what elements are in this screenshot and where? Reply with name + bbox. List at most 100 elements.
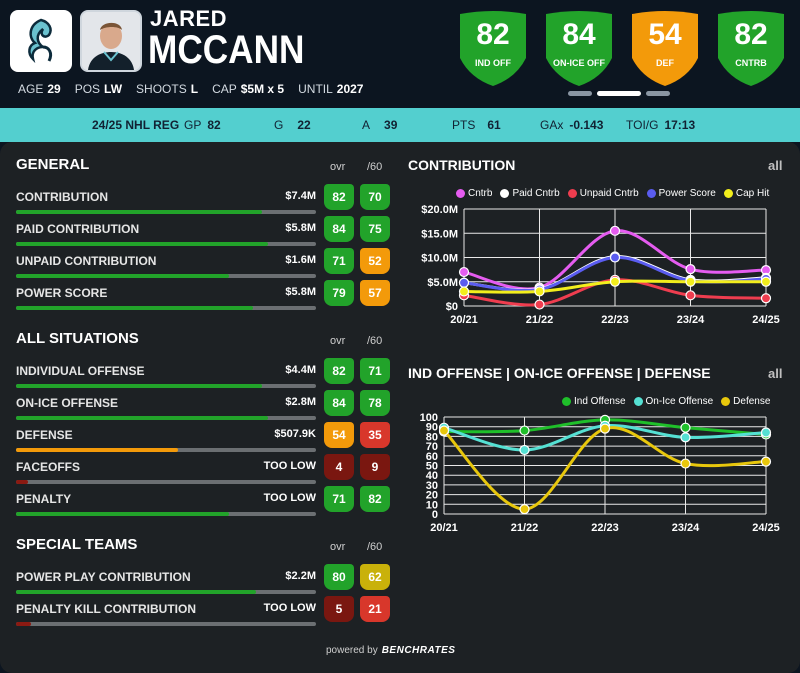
legend-swatch bbox=[567, 189, 577, 198]
data-point[interactable] bbox=[609, 225, 621, 236]
legend-swatch bbox=[723, 189, 733, 198]
col-header-per60: /60 bbox=[367, 335, 383, 347]
metric-name: PENALTY KILL CONTRIBUTION bbox=[16, 602, 196, 616]
data-point[interactable] bbox=[438, 425, 450, 436]
carousel-dot-1[interactable] bbox=[568, 91, 592, 96]
benchrates-logo: BENCHRATES bbox=[381, 645, 456, 656]
y-tick-label: 10 bbox=[426, 499, 438, 511]
x-tick-label: 20/21 bbox=[430, 522, 458, 534]
carousel-dot-2[interactable] bbox=[597, 91, 641, 96]
metric-bar-track bbox=[16, 210, 316, 214]
x-tick-label: 22/23 bbox=[591, 522, 619, 534]
metric-bar-fill bbox=[16, 448, 178, 452]
data-point[interactable] bbox=[534, 299, 545, 310]
metric-name: DEFENSE bbox=[16, 428, 73, 442]
data-point[interactable] bbox=[519, 425, 530, 436]
metric-name: PAID CONTRIBUTION bbox=[16, 222, 140, 236]
metric-row[interactable]: POWER SCORE $5.8M 79 57 bbox=[16, 280, 392, 318]
carousel-dot-3[interactable] bbox=[646, 91, 670, 96]
data-point[interactable] bbox=[760, 276, 772, 287]
season-label: 24/25 NHL REG bbox=[92, 118, 180, 132]
chart-all-toggle-contribution[interactable]: all bbox=[768, 158, 783, 173]
legend-swatch bbox=[500, 189, 510, 198]
metric-bar-track bbox=[16, 242, 316, 246]
data-point[interactable] bbox=[534, 286, 545, 297]
metric-row[interactable]: PENALTY TOO LOW 71 82 bbox=[16, 486, 392, 524]
ovr-rating-badge: 84 bbox=[324, 216, 354, 242]
legend-item[interactable]: Ind Offense bbox=[562, 396, 626, 407]
data-point[interactable] bbox=[680, 458, 691, 469]
data-point[interactable] bbox=[458, 266, 470, 278]
data-point[interactable] bbox=[680, 422, 691, 433]
per60-rating-badge: 57 bbox=[360, 280, 390, 306]
metric-bar-fill bbox=[16, 622, 31, 626]
data-point[interactable] bbox=[458, 286, 470, 297]
data-point[interactable] bbox=[760, 456, 772, 467]
data-point[interactable] bbox=[609, 252, 621, 263]
data-point[interactable] bbox=[685, 276, 696, 287]
per60-rating-badge: 71 bbox=[360, 358, 390, 384]
carousel-pagination bbox=[568, 91, 670, 96]
legend-item[interactable]: Unpaid Cntrb bbox=[567, 188, 639, 199]
legend-item[interactable]: Power Score bbox=[646, 188, 716, 199]
metric-bar-track bbox=[16, 622, 316, 626]
gp-stat: GP 82 bbox=[184, 118, 221, 132]
metric-name: POWER SCORE bbox=[16, 286, 108, 300]
ovr-rating-badge: 5 bbox=[324, 596, 354, 622]
legend-item[interactable]: Paid Cntrb bbox=[500, 188, 560, 199]
legend-item[interactable]: Cntrb bbox=[456, 188, 492, 199]
legend-label: Unpaid Cntrb bbox=[579, 188, 639, 199]
section-title-special-teams: SPECIAL TEAMS bbox=[16, 536, 138, 553]
data-point[interactable] bbox=[458, 277, 470, 288]
player-photo bbox=[80, 10, 142, 72]
per60-rating-badge: 21 bbox=[360, 596, 390, 622]
data-point[interactable] bbox=[685, 264, 696, 275]
y-tick-label: $15.0M bbox=[421, 228, 458, 240]
col-header-per60: /60 bbox=[367, 161, 383, 173]
metric-row[interactable]: PAID CONTRIBUTION $5.8M 84 75 bbox=[16, 216, 392, 254]
chart-legend-contribution: Cntrb Paid Cntrb Unpaid Cntrb Power Score Ca… bbox=[456, 188, 769, 199]
metric-row[interactable]: INDIVIDUAL OFFENSE $4.4M 82 71 bbox=[16, 358, 392, 396]
x-tick-label: 22/23 bbox=[601, 314, 629, 326]
assists-stat: A 39 bbox=[362, 118, 398, 132]
legend-swatch bbox=[721, 397, 731, 406]
x-tick-label: 20/21 bbox=[450, 314, 478, 326]
legend-swatch bbox=[456, 189, 465, 198]
metric-row[interactable]: UNPAID CONTRIBUTION $1.6M 71 52 bbox=[16, 248, 392, 286]
chart-title-offense-defense: IND OFFENSE | ON-ICE OFFENSE | DEFENSE bbox=[408, 365, 711, 381]
col-header-ovr: ovr bbox=[330, 541, 346, 553]
metric-bar-track bbox=[16, 274, 316, 278]
ovr-rating-badge: 82 bbox=[324, 184, 354, 210]
team-logo bbox=[10, 10, 72, 72]
metric-row[interactable]: FACEOFFS TOO LOW 4 9 bbox=[16, 454, 392, 492]
metric-row[interactable]: CONTRIBUTION $7.4M 82 70 bbox=[16, 184, 392, 222]
data-point[interactable] bbox=[760, 427, 772, 438]
legend-item[interactable]: On-Ice Offense bbox=[633, 396, 713, 407]
metric-row[interactable]: ON-ICE OFFENSE $2.8M 84 78 bbox=[16, 390, 392, 428]
y-tick-label: 20 bbox=[426, 490, 438, 502]
contract-until-info: UNTIL 2027 bbox=[298, 82, 364, 96]
data-point[interactable] bbox=[599, 423, 611, 434]
metric-amount: TOO LOW bbox=[263, 602, 316, 614]
badge-def: 54 DEF bbox=[628, 8, 702, 86]
position-info: POS LW bbox=[74, 82, 123, 96]
per60-rating-badge: 35 bbox=[360, 422, 390, 448]
legend-item[interactable]: Defense bbox=[721, 396, 770, 407]
legend-item[interactable]: Cap Hit bbox=[723, 188, 769, 199]
data-point[interactable] bbox=[680, 432, 691, 443]
metric-row[interactable]: POWER PLAY CONTRIBUTION $2.2M 80 62 bbox=[16, 564, 392, 602]
data-point[interactable] bbox=[760, 293, 772, 304]
chart-all-toggle-offense-defense[interactable]: all bbox=[768, 366, 783, 381]
section-title-all-situations: ALL SITUATIONS bbox=[16, 330, 139, 347]
data-point[interactable] bbox=[685, 290, 696, 301]
metric-amount: TOO LOW bbox=[263, 460, 316, 472]
data-point[interactable] bbox=[609, 276, 621, 287]
metric-name: PENALTY bbox=[16, 492, 72, 506]
data-point[interactable] bbox=[519, 504, 530, 515]
metric-name: FACEOFFS bbox=[16, 460, 81, 474]
data-point[interactable] bbox=[519, 444, 530, 456]
metric-bar-track bbox=[16, 384, 316, 388]
metric-row[interactable]: DEFENSE $507.9K 54 35 bbox=[16, 422, 392, 460]
metric-amount: TOO LOW bbox=[263, 492, 316, 504]
metric-row[interactable]: PENALTY KILL CONTRIBUTION TOO LOW 5 21 bbox=[16, 596, 392, 634]
